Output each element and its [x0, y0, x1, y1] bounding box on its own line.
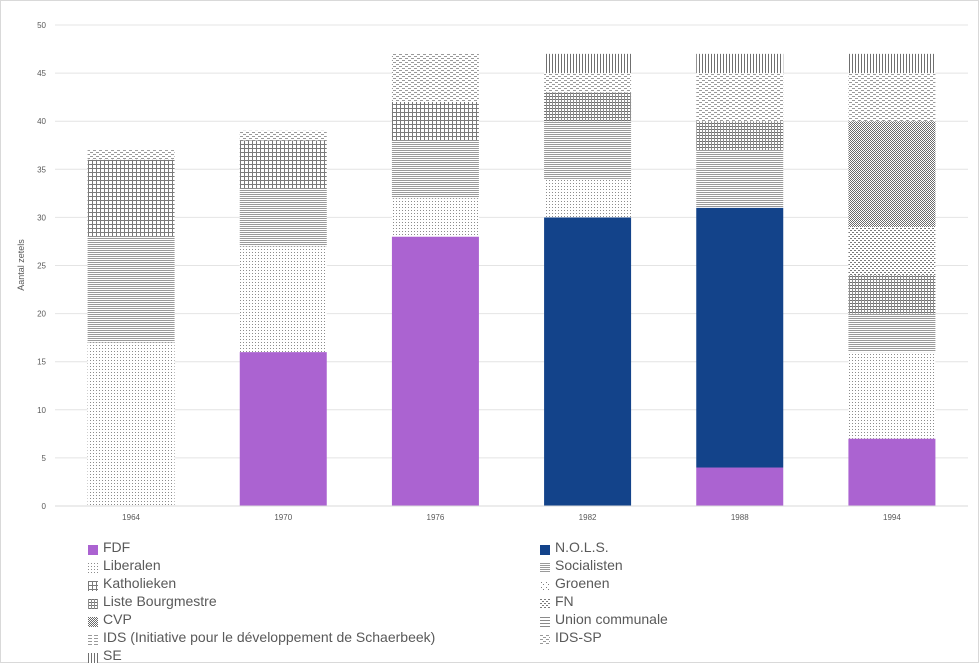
bar-segment: [848, 313, 936, 353]
legend-label: Union communale: [555, 611, 668, 627]
bar-segment: [239, 352, 327, 506]
legend-item: Liberalen: [88, 556, 161, 574]
bar-segment: [696, 53, 784, 74]
y-tick-label: 0: [42, 502, 47, 511]
legend-swatch: [540, 560, 550, 573]
legend-label: Katholieken: [103, 575, 177, 591]
y-tick-label: 25: [37, 262, 46, 271]
y-tick-label: 40: [37, 117, 46, 126]
x-tick-label: 1964: [122, 513, 140, 522]
legend-label: FDF: [103, 539, 131, 555]
x-tick-label: 1970: [274, 513, 292, 522]
y-tick-label: 20: [37, 310, 46, 319]
legend-item: SE: [88, 646, 122, 664]
legend-swatch: [88, 578, 98, 591]
bar-segment: [848, 275, 936, 314]
bar-segment: [696, 150, 784, 208]
legend-swatch: [540, 632, 550, 645]
legend-swatch: [540, 578, 550, 591]
bar-segment: [544, 178, 632, 218]
bar-segment: [544, 121, 632, 179]
legend-item: Liste Bourgmestre: [88, 592, 217, 610]
legend-label: Liberalen: [103, 557, 161, 573]
bar-segment: [87, 236, 175, 343]
bar-segment: [696, 73, 784, 122]
legend-label: SE: [103, 647, 122, 663]
legend-item: Groenen: [540, 574, 609, 592]
bar-segment: [696, 121, 784, 151]
legend-swatch: [88, 596, 98, 609]
legend-item: Union communale: [540, 610, 668, 628]
legend-swatch: [88, 542, 98, 555]
x-tick-label: 1988: [731, 513, 749, 522]
bar-segment: [848, 73, 936, 122]
bar-segment: [544, 92, 632, 122]
legend-label: IDS-SP: [555, 629, 602, 645]
legend-label: Groenen: [555, 575, 610, 591]
legend-item: CVP: [88, 610, 132, 628]
gridlines: [55, 24, 968, 459]
bar-segment: [544, 73, 632, 93]
x-tick-label: 1994: [883, 513, 901, 522]
legend-item: IDS-SP: [540, 628, 602, 646]
bar-segment: [544, 217, 632, 506]
bar-segment: [87, 159, 175, 237]
x-axis-ticks: 1964 1970 1976 1982 1988 1994: [122, 513, 901, 522]
bar-segment: [391, 236, 479, 506]
bar-segment: [848, 53, 936, 74]
y-tick-label: 35: [37, 165, 46, 174]
bar-segment: [544, 53, 632, 74]
legend-swatch: [88, 614, 98, 627]
bar-segment: [391, 53, 479, 102]
legend-item: Katholieken: [88, 574, 176, 592]
bar-segment: [848, 227, 936, 276]
legend-item: FDF: [88, 538, 130, 556]
bar-segment: [239, 140, 327, 189]
legend-label: IDS (Initiative pour le développement de…: [103, 629, 436, 645]
legend-label: N.O.L.S.: [555, 539, 609, 555]
legend-swatch: [88, 632, 98, 645]
y-tick-label: 45: [37, 69, 46, 78]
legend-swatch: [540, 542, 550, 555]
y-tick-label: 10: [37, 406, 46, 415]
legend-swatch: [88, 650, 98, 663]
bar-segment: [239, 188, 327, 247]
y-tick-label: 5: [42, 454, 47, 463]
legend-swatch: [88, 560, 98, 573]
legend-item: IDS (Initiative pour le développement de…: [88, 628, 435, 646]
bar-segment: [239, 130, 327, 141]
bar-segment: [696, 467, 784, 506]
bar-segment: [239, 246, 327, 353]
bar-segment: [391, 198, 479, 237]
legend-label: Socialisten: [555, 557, 623, 573]
y-axis-ticks: 0 5 10 15 20 25 30 35 40 45 50: [37, 21, 46, 511]
legend-item: FN: [540, 592, 574, 610]
bar-segment: [848, 438, 936, 506]
legend-label: FN: [555, 593, 574, 609]
legend-label: Liste Bourgmestre: [103, 593, 217, 609]
stacked-bar-chart: 0 5 10 15 20 25 30 35 40 45 50 1964 1970 1976 1982 198…: [16, 21, 968, 522]
bar-segment: [87, 150, 175, 160]
bar-segment: [391, 101, 479, 141]
bar-segment: [391, 140, 479, 199]
legend-swatch: [540, 596, 550, 609]
bar-segment: [848, 352, 936, 439]
y-tick-label: 15: [37, 358, 46, 367]
legend-item: Socialisten: [540, 556, 623, 574]
bar-segment: [848, 121, 936, 228]
bar-segment: [696, 207, 784, 468]
y-axis-label: Aantal zetels: [16, 239, 26, 291]
legend-label: CVP: [103, 611, 132, 627]
x-tick-label: 1976: [427, 513, 445, 522]
x-tick-label: 1982: [579, 513, 597, 522]
legend-item: N.O.L.S.: [540, 538, 609, 556]
y-tick-label: 50: [37, 21, 46, 30]
legend-swatch: [540, 614, 550, 627]
bars: [87, 53, 936, 506]
y-tick-label: 30: [37, 213, 46, 222]
bar-segment: [87, 342, 175, 506]
